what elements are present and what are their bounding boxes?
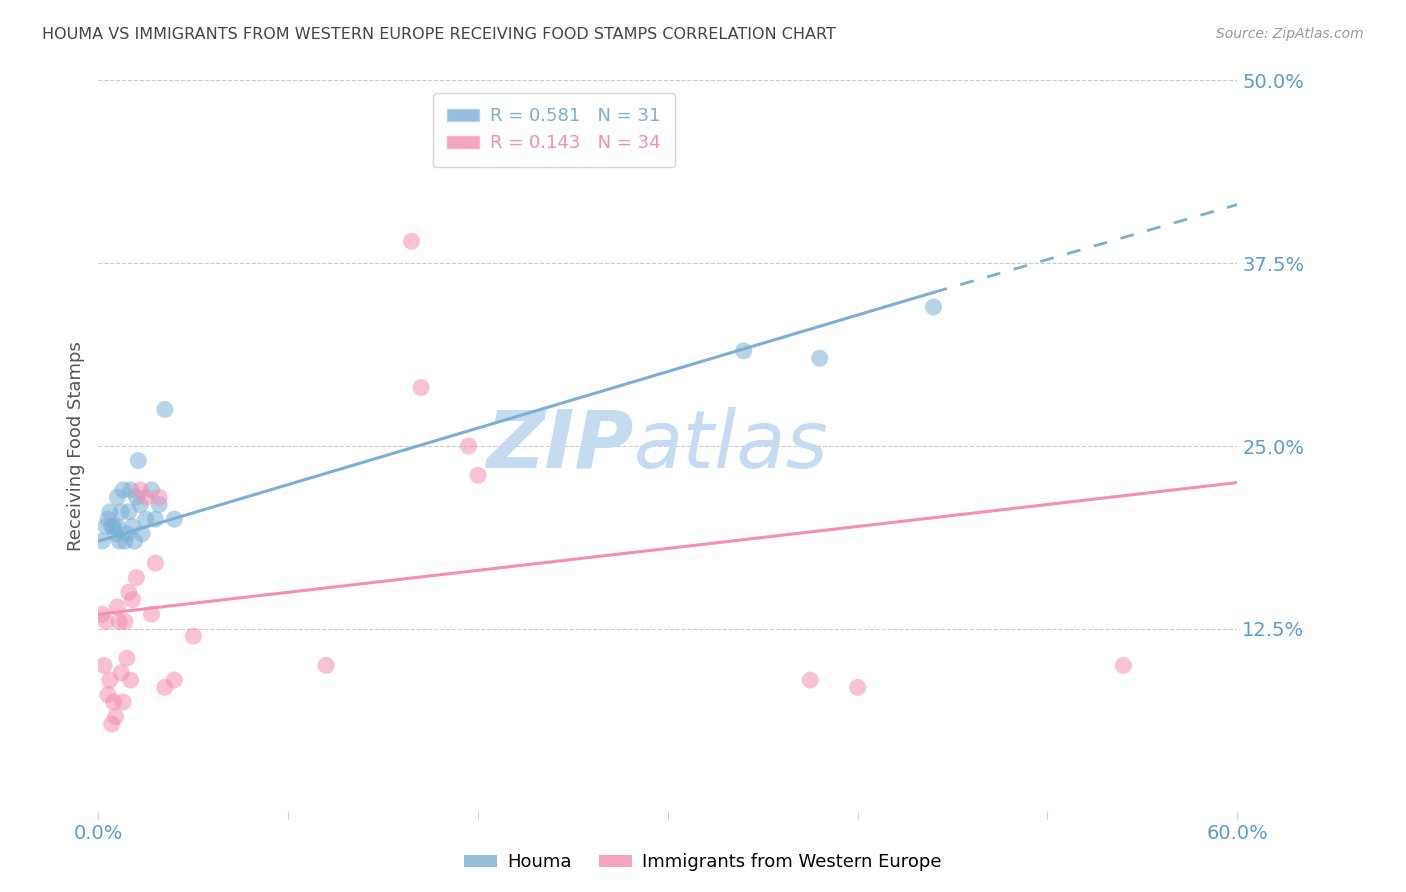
- Point: [131, 526, 153, 541]
- Point: [141, 607, 163, 622]
- Point: [97, 512, 120, 526]
- Point: [125, 490, 148, 504]
- Point: [93, 658, 115, 673]
- Point: [115, 651, 138, 665]
- Point: [121, 592, 143, 607]
- Point: [163, 512, 186, 526]
- Legend: Houma, Immigrants from Western Europe: Houma, Immigrants from Western Europe: [457, 847, 949, 879]
- Point: [108, 534, 131, 549]
- Text: atlas: atlas: [634, 407, 828, 485]
- Point: [129, 483, 152, 497]
- Point: [98, 505, 121, 519]
- Point: [135, 512, 157, 526]
- Point: [922, 300, 945, 314]
- Point: [114, 615, 136, 629]
- Point: [457, 439, 479, 453]
- Point: [94, 519, 117, 533]
- Point: [163, 673, 186, 687]
- Point: [114, 534, 136, 549]
- Point: [799, 673, 821, 687]
- Point: [411, 380, 433, 394]
- Point: [135, 490, 157, 504]
- Point: [401, 234, 423, 248]
- Point: [315, 658, 337, 673]
- Text: ZIP: ZIP: [486, 407, 634, 485]
- Point: [98, 673, 121, 687]
- Y-axis label: Receiving Food Stamps: Receiving Food Stamps: [66, 341, 84, 551]
- Point: [91, 534, 114, 549]
- Point: [120, 673, 142, 687]
- Point: [124, 534, 146, 549]
- Point: [148, 498, 170, 512]
- Point: [108, 615, 131, 629]
- Legend: R = 0.581   N = 31, R = 0.143   N = 34: R = 0.581 N = 31, R = 0.143 N = 34: [433, 93, 675, 167]
- Point: [100, 717, 122, 731]
- Point: [183, 629, 205, 643]
- Point: [153, 402, 176, 417]
- Text: HOUMA VS IMMIGRANTS FROM WESTERN EUROPE RECEIVING FOOD STAMPS CORRELATION CHART: HOUMA VS IMMIGRANTS FROM WESTERN EUROPE …: [42, 27, 837, 42]
- Point: [104, 709, 127, 723]
- Point: [115, 526, 138, 541]
- Point: [125, 571, 148, 585]
- Point: [103, 695, 125, 709]
- Point: [91, 607, 114, 622]
- Point: [103, 519, 125, 533]
- Point: [107, 599, 129, 614]
- Point: [145, 512, 167, 526]
- Point: [145, 556, 167, 570]
- Point: [141, 483, 163, 497]
- Point: [120, 483, 142, 497]
- Point: [112, 483, 135, 497]
- Point: [118, 505, 141, 519]
- Point: [97, 688, 120, 702]
- Point: [118, 585, 141, 599]
- Point: [107, 490, 129, 504]
- Point: [467, 468, 489, 483]
- Point: [110, 505, 132, 519]
- Point: [733, 343, 755, 358]
- Point: [153, 681, 176, 695]
- Point: [1112, 658, 1135, 673]
- Point: [112, 695, 135, 709]
- Point: [148, 490, 170, 504]
- Point: [127, 453, 149, 467]
- Point: [107, 519, 129, 533]
- Point: [846, 681, 869, 695]
- Point: [104, 526, 127, 541]
- Point: [100, 519, 122, 533]
- Point: [110, 665, 132, 680]
- Point: [94, 615, 117, 629]
- Point: [808, 351, 831, 366]
- Text: Source: ZipAtlas.com: Source: ZipAtlas.com: [1216, 27, 1364, 41]
- Point: [129, 498, 152, 512]
- Point: [121, 519, 143, 533]
